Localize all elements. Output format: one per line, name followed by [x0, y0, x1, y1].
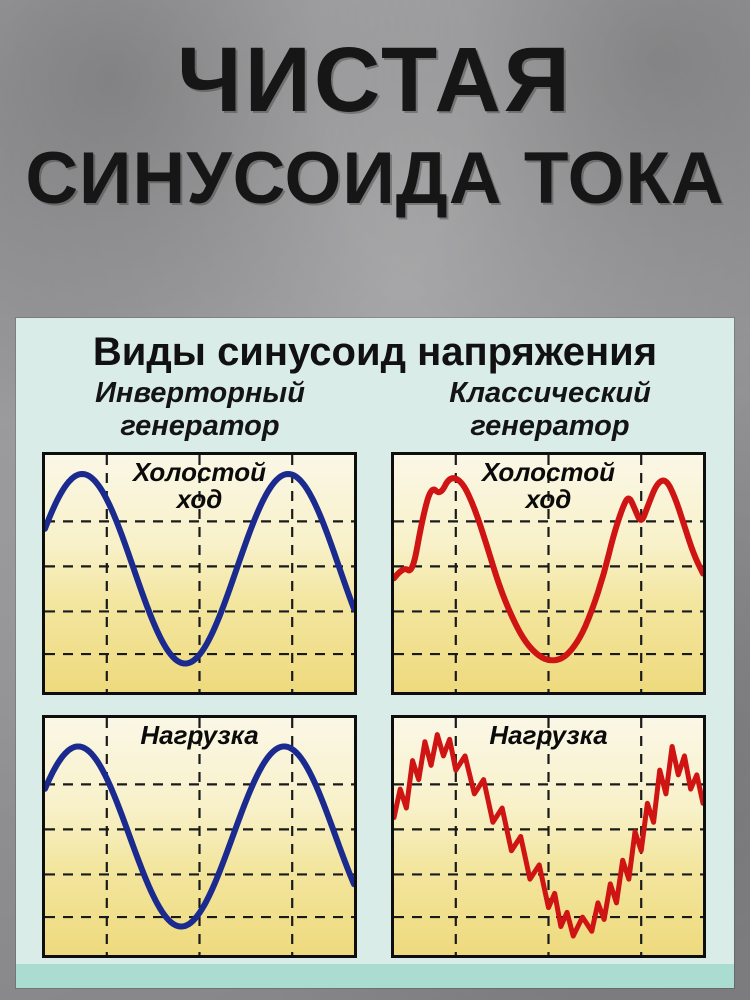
chart-title-text: Нагрузка [140, 719, 259, 750]
chart-inverter-load: Нагрузка [42, 714, 357, 958]
waveform-plot-classic-idle [394, 455, 703, 692]
panel-title: Виды синусоид напряжения [92, 330, 658, 374]
chart-title-text: Холостой ход [133, 456, 266, 514]
chart-title-text: Нагрузка [489, 719, 608, 750]
chart-classic-load: Нагрузка [391, 714, 706, 958]
chart-classic-idle: Холостой ход [391, 451, 706, 695]
column-headers: Инверторный генератор Классический генер… [42, 377, 708, 444]
waveforms-panel: Виды синусоид напряжения Инверторный ген… [16, 318, 734, 988]
panel-footer-strip [16, 964, 734, 988]
chart-title-classic-idle: Холостой ход [394, 456, 703, 514]
charts-grid: Холостой ход Холостой ход Нагрузка Нагру… [42, 451, 708, 958]
waveform-plot-classic-load [394, 718, 703, 955]
poster-title-line1: ЧИСТАЯ [177, 29, 573, 131]
waveform-plot-inverter-idle [45, 455, 354, 692]
column-header-classic: Классический генератор [449, 377, 651, 443]
chart-title-inverter-load: Нагрузка [45, 719, 354, 750]
poster-title-line2: СИНУСОИДА ТОКА [25, 138, 725, 219]
chart-title-classic-load: Нагрузка [394, 719, 703, 750]
chart-inverter-idle: Холостой ход [42, 451, 357, 695]
poster-header: ЧИСТАЯ СИНУСОИДА ТОКА [0, 34, 750, 215]
chart-title-text: Холостой ход [482, 456, 615, 514]
waveform-plot-inverter-load [45, 718, 354, 955]
chart-title-inverter-idle: Холостой ход [45, 456, 354, 514]
column-header-inverter: Инверторный генератор [95, 377, 305, 443]
